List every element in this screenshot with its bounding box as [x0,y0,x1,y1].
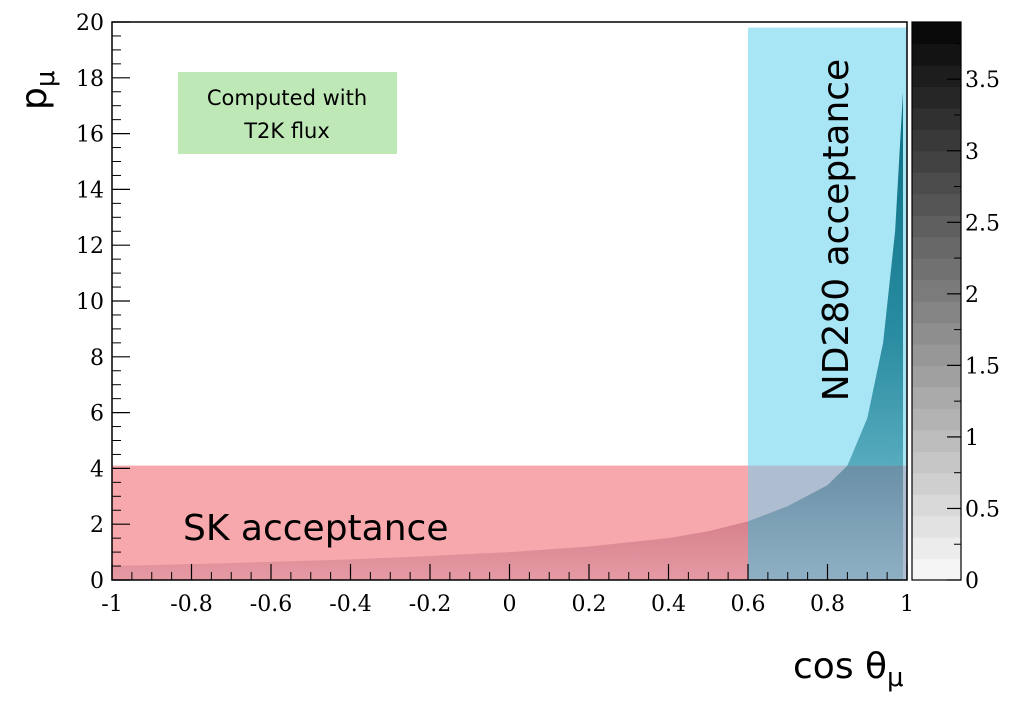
colorbar-step [912,279,961,302]
heatmap-band-nd280 [847,91,904,466]
y-tick-label: 12 [76,234,104,259]
y-tick-label: 2 [90,513,104,538]
colorbar-step [912,494,961,517]
y-axis-title-sub: μ [31,71,61,88]
x-tick-label: -0.8 [170,592,212,617]
y-axis-title-main: p [14,87,55,110]
x-tick-label: 0 [503,592,517,617]
colorbar-step [912,408,961,431]
heatmap-band-overlap [748,465,904,580]
svg-text:pμ: pμ [14,71,61,110]
colorbar-step [912,451,961,474]
colorbar-tick-label: 3 [965,140,979,165]
colorbar-step [912,22,961,45]
flux-note-line-2: T2K flux [243,119,330,143]
x-tick-label: 0.8 [810,592,845,617]
y-tick-label: 8 [90,346,104,371]
x-tick-label: 0.4 [651,592,686,617]
nd280-acceptance-label: ND280 acceptance [816,59,857,401]
y-tick-label: 14 [76,178,104,203]
colorbar-step [912,429,961,452]
x-tick-label: -0.4 [329,592,371,617]
acceptance-regions [112,27,907,580]
y-tick-label: 18 [76,67,104,92]
colorbar-step [912,386,961,409]
y-tick-label: 6 [90,402,104,427]
colorbar-step [912,129,961,152]
colorbar-step [912,215,961,238]
y-tick-label: 20 [76,11,104,36]
colorbar-step [912,107,961,130]
y-tick-label: 4 [90,457,104,482]
x-tick-label: 1 [900,592,914,617]
colorbar-step [912,301,961,324]
x-tick-label: 0.2 [572,592,607,617]
colorbar-step [912,64,961,87]
colorbar-frame [911,21,962,581]
x-tick-label: -0.2 [409,592,451,617]
colorbar-tick-label: 3.5 [965,68,1000,93]
colorbar-step [912,322,961,345]
y-tick-label: 0 [90,569,104,594]
x-tick-label: -1 [101,592,122,617]
colorbar-step [912,258,961,281]
sk-acceptance-label: SK acceptance [183,508,448,549]
colorbar-step [912,472,961,495]
colorbar-step [912,172,961,195]
x-axis-title-main: cos θ [793,646,887,687]
colorbar-tick-label: 2.5 [965,211,1000,236]
y-tick-label: 16 [76,123,104,148]
flux-note-line-1: Computed with [207,86,367,110]
colorbar-step [912,537,961,560]
colorbar-tick-label: 0 [965,569,979,594]
x-tick-label: 0.6 [731,592,766,617]
colorbar-step [912,150,961,173]
colorbar-step [912,43,961,66]
x-tick-label: -0.6 [250,592,292,617]
colorbar-tick-label: 1.5 [965,354,1000,379]
colorbar-step [912,343,961,366]
colorbar-step [912,193,961,216]
x-axis-title-sub: μ [887,663,904,693]
y-axis: 0 2 4 6 8 10 12 14 16 18 20 [76,11,130,594]
x-axis-title: cos θμ [793,646,904,693]
svg-text:cos θμ: cos θμ [793,646,904,693]
colorbar: 0 0.5 1 1.5 2 2.5 3 3.5 [911,21,1000,594]
colorbar-step [912,558,961,581]
flux-note-box [178,72,397,154]
y-tick-label: 10 [76,290,104,315]
colorbar-tick-label: 1 [965,426,979,451]
colorbar-tick-label: 2 [965,283,979,308]
colorbar-step [912,365,961,388]
colorbar-step [912,515,961,538]
y-axis-title: pμ [14,71,61,110]
colorbar-tick-label: 0.5 [965,497,1000,522]
colorbar-step [912,236,961,259]
x-axis: -1 -0.8 -0.6 -0.4 -0.2 0 0.2 0.4 0.6 0.8 1 [101,564,914,617]
flux-note: Computed with T2K flux [178,72,397,154]
colorbar-step [912,86,961,109]
